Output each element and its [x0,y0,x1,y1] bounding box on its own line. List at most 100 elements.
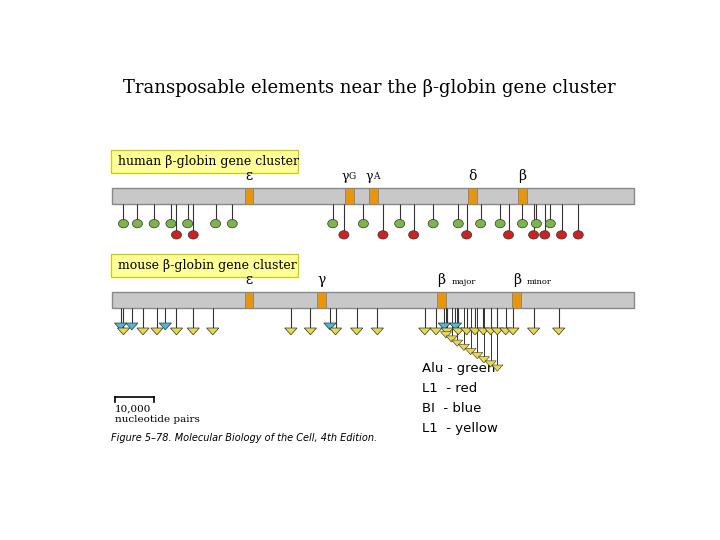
Polygon shape [477,328,490,335]
Polygon shape [430,328,442,335]
Polygon shape [461,328,473,335]
Polygon shape [372,328,384,335]
Polygon shape [459,344,469,350]
Text: major: major [451,278,476,286]
Polygon shape [500,328,512,335]
Text: A: A [373,172,379,181]
Polygon shape [137,328,149,335]
Ellipse shape [166,219,176,228]
Polygon shape [469,328,481,335]
Polygon shape [418,328,431,335]
Text: ε: ε [246,169,253,183]
FancyBboxPatch shape [111,150,298,173]
Ellipse shape [518,219,528,228]
Polygon shape [507,328,519,335]
Text: human β-globin gene cluster: human β-globin gene cluster [118,155,299,168]
Ellipse shape [339,231,349,239]
Ellipse shape [171,231,181,239]
Ellipse shape [557,231,567,239]
Ellipse shape [573,231,583,239]
Ellipse shape [328,219,338,228]
FancyBboxPatch shape [111,254,298,277]
Polygon shape [324,323,336,330]
Ellipse shape [359,219,369,228]
Ellipse shape [183,219,193,228]
Text: Transposable elements near the β-globin gene cluster: Transposable elements near the β-globin … [122,79,616,97]
Text: δ: δ [468,169,477,183]
Text: L1  - red: L1 - red [422,382,477,395]
Polygon shape [441,328,454,335]
Polygon shape [187,328,199,335]
Polygon shape [446,336,457,342]
Ellipse shape [531,219,541,228]
Text: γ: γ [341,170,349,183]
Polygon shape [126,323,138,330]
Ellipse shape [454,219,463,228]
Text: γ: γ [318,273,325,287]
Ellipse shape [540,231,550,239]
Polygon shape [329,328,342,335]
Ellipse shape [409,231,418,239]
Polygon shape [284,328,297,335]
Polygon shape [452,328,464,335]
Text: L1  - yellow: L1 - yellow [422,422,498,435]
Bar [518,188,527,204]
Text: γ: γ [366,170,373,183]
Polygon shape [305,328,317,335]
Polygon shape [441,332,451,338]
Bar [468,188,477,204]
Polygon shape [117,328,130,335]
Text: mouse β-globin gene cluster: mouse β-globin gene cluster [118,259,297,272]
Text: G: G [349,172,356,181]
Ellipse shape [188,231,198,239]
Polygon shape [478,357,490,363]
Ellipse shape [210,219,220,228]
Text: 10,000: 10,000 [115,405,151,414]
Text: β: β [438,273,446,287]
Polygon shape [552,328,565,335]
Polygon shape [351,328,363,335]
Polygon shape [207,328,219,335]
Ellipse shape [495,219,505,228]
Bar [345,188,354,204]
Polygon shape [114,323,127,330]
Ellipse shape [149,219,159,228]
Ellipse shape [378,231,388,239]
Ellipse shape [476,219,485,228]
Polygon shape [150,328,163,335]
Polygon shape [465,348,476,355]
Ellipse shape [503,231,513,239]
Ellipse shape [119,219,128,228]
Polygon shape [171,328,183,335]
Ellipse shape [228,219,238,228]
Bar [245,188,253,204]
Text: Figure 5–78. Molecular Biology of the Cell, 4th Edition.: Figure 5–78. Molecular Biology of the Ce… [111,433,377,443]
Text: nucleotide pairs: nucleotide pairs [115,415,200,424]
Bar [437,292,446,308]
Bar [369,188,378,204]
Text: minor: minor [527,278,552,286]
Ellipse shape [395,219,405,228]
Text: β: β [513,273,521,287]
Polygon shape [159,323,171,330]
Polygon shape [449,323,462,330]
Text: BI  - blue: BI - blue [422,402,482,415]
Polygon shape [492,365,503,371]
Polygon shape [485,328,497,335]
Polygon shape [528,328,540,335]
Bar [245,292,253,308]
Polygon shape [472,353,483,359]
Ellipse shape [428,219,438,228]
Bar [317,292,326,308]
Bar [112,292,634,308]
Polygon shape [451,340,463,346]
Ellipse shape [528,231,539,239]
Polygon shape [491,328,503,335]
Ellipse shape [132,219,143,228]
Bar [112,188,634,204]
Polygon shape [485,361,496,367]
Ellipse shape [545,219,555,228]
Text: ε: ε [246,273,253,287]
Bar [513,292,521,308]
Text: β: β [518,169,526,183]
